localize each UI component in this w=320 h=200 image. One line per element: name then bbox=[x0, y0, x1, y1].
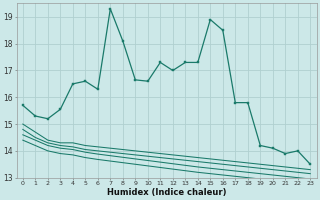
X-axis label: Humidex (Indice chaleur): Humidex (Indice chaleur) bbox=[107, 188, 226, 197]
